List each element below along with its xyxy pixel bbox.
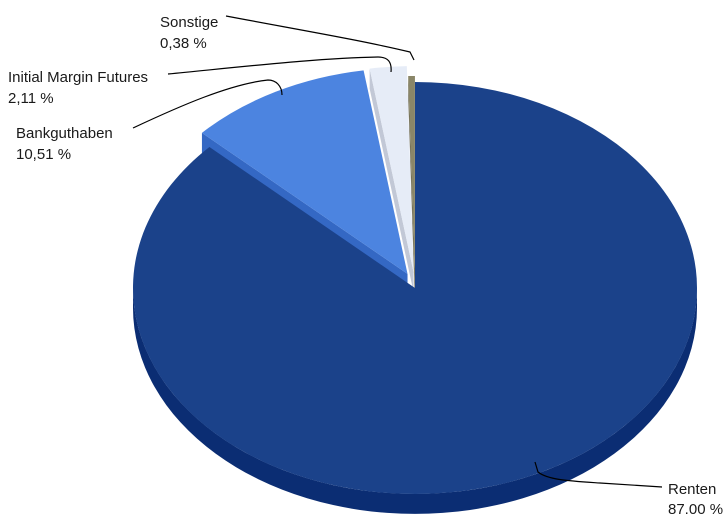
- label-name-sonstige: Sonstige: [160, 14, 218, 31]
- slice-renten: [132, 82, 697, 494]
- label-sonstige: Sonstige 0,38 %: [160, 14, 218, 52]
- label-name-initial-margin-futures: Initial Margin Futures: [8, 69, 148, 86]
- leader-line-initial-margin-futures: [167, 56, 392, 75]
- label-renten: Renten 87.00 %: [668, 481, 723, 515]
- label-value-bankguthaben: 10,51 %: [16, 146, 71, 163]
- label-bankguthaben: Bankguthaben 10,51 %: [16, 125, 113, 163]
- label-value-initial-margin-futures: 2,11 %: [8, 90, 54, 107]
- slice-sonstige: [408, 76, 415, 283]
- label-name-renten: Renten: [668, 481, 716, 498]
- slice-face-initial-margin-futures: [369, 68, 414, 293]
- label-value-sonstige: 0,38 %: [160, 35, 207, 52]
- leader-line-bankguthaben: [132, 79, 283, 129]
- leader-line-sonstige: [225, 15, 415, 61]
- label-initial-margin-futures: Initial Margin Futures 2,11 %: [8, 69, 148, 107]
- label-name-bankguthaben: Bankguthaben: [16, 125, 113, 142]
- leader-line-renten: [534, 461, 663, 488]
- slice-bankguthaben: [201, 70, 408, 274]
- pie-tops: [132, 66, 697, 494]
- slice-face-sonstige: [408, 76, 415, 303]
- leader-lines: [132, 15, 663, 488]
- label-value-renten: 87.00 %: [668, 501, 723, 515]
- slice-initial-margin-futures: [369, 66, 414, 273]
